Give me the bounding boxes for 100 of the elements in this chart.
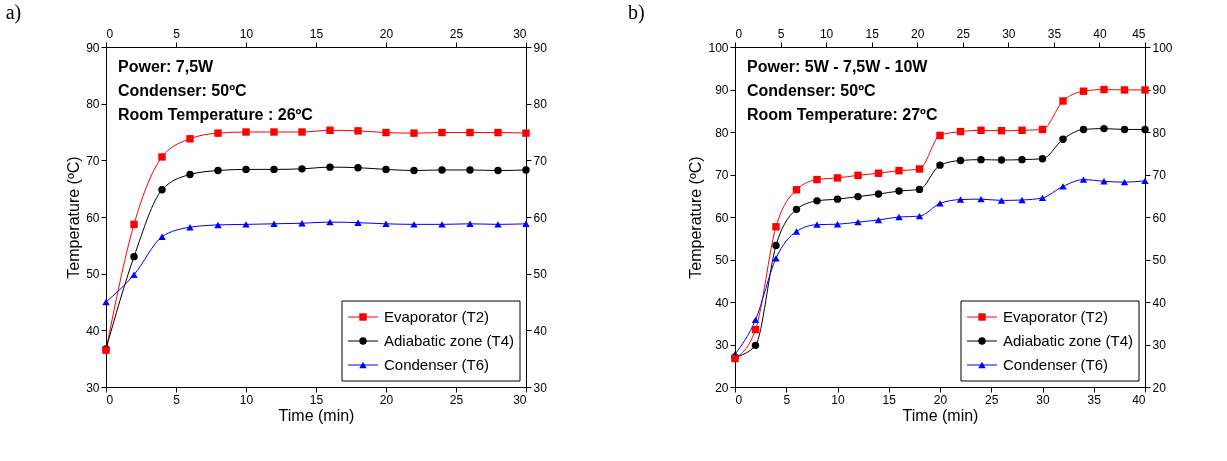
annotation: Condenser: 50ºC	[118, 82, 247, 99]
y2-tick-label: 50	[1152, 253, 1167, 267]
point	[1120, 178, 1129, 186]
x-tick-label: 15	[309, 392, 324, 407]
x-tick-label: 5	[173, 392, 181, 407]
point	[1038, 194, 1047, 202]
annotation: Power: 5W - 7,5W - 10W	[747, 58, 929, 75]
point	[772, 223, 780, 231]
point	[751, 341, 760, 350]
x-tick-label: 20	[933, 392, 948, 407]
point	[130, 271, 138, 279]
point	[854, 171, 862, 180]
legend-label: Evaporator (T2)	[384, 308, 490, 325]
y2-tick-label: 40	[1152, 295, 1167, 310]
point	[772, 241, 780, 250]
point	[326, 163, 334, 171]
y-tick-label: 60	[715, 210, 729, 225]
point	[833, 195, 842, 203]
x-tick-label: 25	[985, 392, 999, 407]
x2-tick-label: 0	[106, 26, 114, 41]
point	[915, 185, 924, 194]
point	[977, 126, 985, 135]
point	[242, 221, 250, 228]
x2-tick-label: 25	[449, 26, 464, 41]
point	[158, 153, 166, 161]
x-tick-label: 20	[379, 392, 394, 407]
point	[813, 175, 821, 184]
point	[130, 252, 138, 261]
point	[382, 220, 390, 228]
point	[1100, 124, 1108, 133]
point	[438, 128, 446, 137]
point	[1059, 183, 1067, 190]
y2-tick-label: 40	[533, 323, 548, 338]
y-axis-title: Temperature (ºC)	[65, 156, 83, 279]
point	[833, 221, 842, 228]
y2-tick-label: 30	[533, 380, 548, 395]
x2-tick-label: 30	[1002, 26, 1016, 41]
y2-tick-label: 80	[533, 97, 548, 112]
x-tick-label: 0	[106, 392, 114, 407]
x-axis-title: Time (min)	[902, 406, 979, 424]
point	[466, 128, 474, 137]
point	[1100, 85, 1108, 94]
annotation: Room Temperature: 27ºC	[747, 106, 938, 123]
point	[438, 221, 446, 228]
y2-tick-label: 70	[533, 153, 548, 168]
point	[936, 200, 944, 207]
annotation: Power: 7,5W	[118, 58, 215, 75]
legend-label: Adiabatic zone (T4)	[384, 332, 515, 349]
chart-title: b)	[627, 1, 645, 24]
point	[813, 221, 821, 228]
point	[242, 128, 250, 136]
point	[354, 219, 362, 226]
x2-tick-label: 35	[1047, 26, 1062, 41]
annotation: Room Temperature : 26ºC	[118, 106, 314, 123]
x2-tick-label: 0	[735, 26, 743, 41]
point	[956, 156, 965, 165]
y-tick-label: 100	[708, 40, 729, 55]
x2-tick-label: 20	[911, 26, 925, 41]
legend-label: Adiabatic zone (T4)	[1003, 332, 1134, 349]
legend-label: Condenser (T6)	[384, 356, 490, 373]
y2-tick-label: 20	[1152, 380, 1167, 395]
x-tick-label: 5	[783, 392, 791, 407]
point	[936, 161, 944, 169]
point	[382, 165, 390, 174]
point	[354, 164, 362, 172]
point	[874, 216, 883, 224]
point	[895, 166, 903, 175]
point	[410, 221, 418, 228]
point	[792, 186, 801, 194]
x2-tick-label: 15	[865, 26, 880, 41]
point	[854, 192, 862, 201]
point	[298, 165, 306, 173]
point	[326, 126, 334, 135]
point	[186, 170, 194, 179]
point	[494, 221, 502, 228]
x-tick-label: 30	[1036, 392, 1050, 407]
y-tick-label: 70	[715, 168, 729, 182]
legend-label: Evaporator (T2)	[1003, 308, 1109, 325]
x2-tick-label: 30	[513, 26, 527, 41]
x2-tick-label: 10	[239, 26, 254, 41]
point	[1141, 125, 1149, 134]
point	[522, 220, 530, 228]
y-tick-label: 50	[86, 267, 100, 282]
point	[1018, 196, 1026, 204]
point	[410, 129, 418, 137]
chart-title: a)	[5, 1, 22, 24]
legend-label: Condenser (T6)	[1003, 356, 1109, 373]
point	[833, 174, 842, 182]
point	[936, 131, 944, 140]
point	[895, 213, 903, 221]
y-tick-label: 80	[715, 125, 729, 140]
y-tick-label: 40	[86, 323, 100, 338]
point	[1038, 155, 1047, 163]
point	[956, 196, 965, 203]
point	[977, 155, 985, 164]
point	[813, 197, 821, 205]
point	[895, 187, 903, 195]
y-tick-label: 40	[715, 295, 729, 310]
point	[1059, 135, 1067, 143]
point	[997, 197, 1006, 204]
